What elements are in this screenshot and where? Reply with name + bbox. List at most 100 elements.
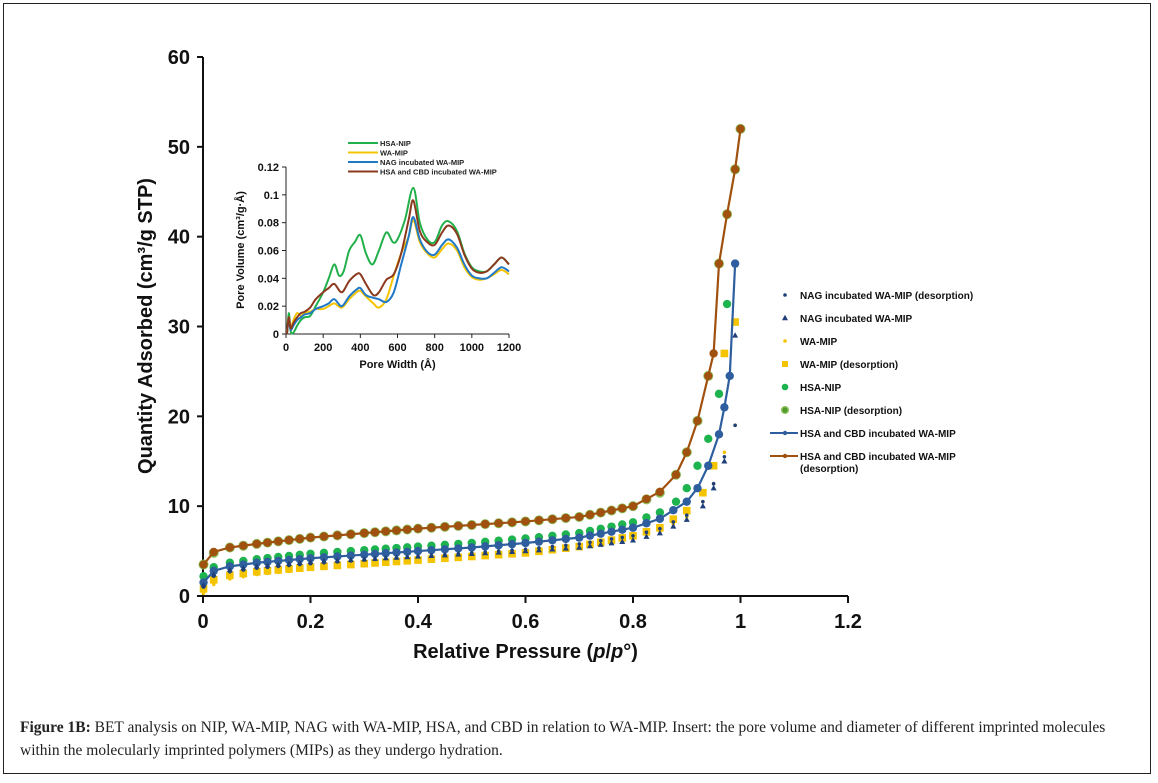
- legend-item: HSA-NIP: [781, 383, 841, 394]
- data-point: [373, 562, 377, 567]
- data-point: [684, 513, 689, 517]
- data-point: [440, 522, 450, 532]
- data-point: [210, 571, 217, 577]
- data-point: [253, 563, 260, 569]
- data-point: [393, 554, 400, 560]
- data-point: [415, 553, 421, 559]
- data-point: [360, 528, 369, 538]
- data-point: [655, 508, 665, 517]
- data-point: [211, 582, 216, 587]
- data-point: [548, 536, 557, 545]
- data-point: [722, 454, 727, 459]
- data-point: [561, 513, 571, 523]
- inset-legend-label: HSA-NIP: [380, 139, 411, 148]
- data-point: [209, 566, 218, 576]
- data-point: [722, 299, 732, 309]
- data-point: [693, 461, 702, 470]
- data-point: [482, 549, 489, 556]
- data-point: [274, 566, 283, 574]
- data-point: [631, 534, 635, 538]
- x-tick-label: 1: [735, 611, 746, 633]
- inset-y-tick-label: 0.08: [258, 218, 279, 230]
- y-tick-label: 60: [168, 47, 190, 69]
- data-point: [239, 569, 248, 578]
- data-point: [596, 508, 605, 517]
- data-point: [287, 569, 291, 574]
- data-point: [682, 497, 691, 506]
- data-point: [714, 430, 724, 439]
- data-point: [733, 423, 737, 428]
- data-point: [588, 540, 592, 545]
- legend-item: HSA and CBD incubated WA-MIP: [770, 429, 956, 440]
- data-point: [630, 537, 636, 543]
- legend-marker: [782, 314, 788, 321]
- data-point: [427, 545, 436, 555]
- data-point: [693, 484, 702, 493]
- data-point: [370, 528, 380, 537]
- data-point: [308, 567, 313, 571]
- x-tick-label: 0: [197, 611, 208, 633]
- series-line: [202, 263, 737, 584]
- data-point: [225, 543, 235, 552]
- x-axis-title-part: p: [592, 641, 605, 663]
- data-point: [656, 529, 663, 536]
- data-point: [731, 318, 739, 326]
- data-point: [347, 556, 354, 563]
- data-point: [642, 494, 651, 504]
- inset-legend-label: NAG incubated WA-MIP: [380, 158, 464, 167]
- data-point: [295, 554, 304, 564]
- data-point: [644, 530, 649, 535]
- data-point: [483, 555, 487, 559]
- data-point: [598, 538, 603, 543]
- data-point: [693, 416, 702, 426]
- y-axis-title: Quantity Adsorbed (cm³/g STP): [135, 178, 157, 474]
- data-point: [226, 571, 234, 580]
- data-point: [587, 542, 593, 549]
- legend-item: HSA and CBD incubated WA-MIP(desorption): [770, 452, 956, 475]
- data-point: [628, 523, 638, 532]
- inset-x-tick-label: 1200: [497, 342, 521, 354]
- data-point: [642, 519, 651, 528]
- series-2: [201, 423, 737, 596]
- data-point: [276, 570, 281, 575]
- data-point: [427, 523, 436, 532]
- data-point: [296, 559, 303, 565]
- x-axis-title-part: /: [605, 641, 611, 663]
- data-point: [454, 544, 463, 553]
- legend-item: HSA-NIP (desorption): [781, 406, 902, 417]
- data-point: [239, 541, 248, 550]
- data-point: [265, 571, 270, 576]
- inset-legend-label: WA-MIP: [380, 149, 408, 158]
- data-point: [576, 544, 583, 550]
- data-point: [721, 458, 728, 464]
- data-point: [252, 558, 261, 567]
- data-point: [510, 553, 514, 557]
- data-point: [284, 535, 294, 545]
- inset-plot: 0 0.02 0.04 0.06 0.08 0.1 0.12 0 200 400 600 800 100…: [234, 139, 521, 371]
- legend-marker: [782, 453, 788, 459]
- series-0: [201, 423, 737, 589]
- data-point: [658, 526, 662, 531]
- legend-marker: [782, 430, 788, 436]
- legend-label: NAG incubated WA-MIP: [800, 314, 913, 325]
- data-point: [428, 552, 435, 558]
- data-point: [286, 560, 292, 566]
- data-point: [609, 537, 614, 541]
- data-point: [701, 499, 705, 504]
- series-1: [200, 332, 739, 588]
- data-point: [201, 591, 206, 596]
- data-point: [381, 527, 390, 536]
- data-point: [372, 555, 378, 561]
- data-point: [575, 533, 584, 542]
- data-point: [710, 485, 717, 491]
- inset-x-tick-label: 400: [351, 342, 369, 354]
- data-point: [263, 567, 272, 575]
- data-point: [682, 448, 691, 457]
- data-point: [509, 548, 516, 554]
- data-point: [618, 504, 627, 513]
- legend-item: WA-MIP: [783, 337, 838, 348]
- data-point: [534, 516, 544, 525]
- data-point: [618, 525, 627, 534]
